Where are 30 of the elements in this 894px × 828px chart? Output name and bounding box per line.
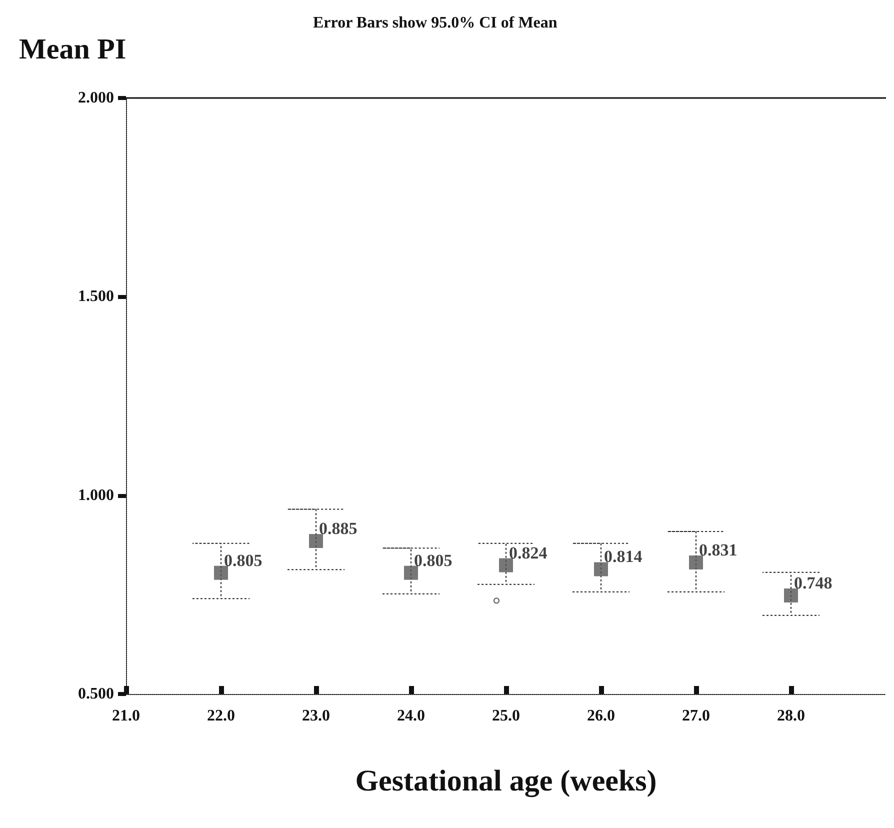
point <box>214 566 228 580</box>
point <box>494 598 500 604</box>
x-tick-label: 28.0 <box>777 708 805 724</box>
point <box>594 562 608 576</box>
y-tick-label: 0.500 <box>78 686 114 702</box>
y-tick-label: 2.000 <box>78 90 114 106</box>
data-label: 0.814 <box>604 547 643 566</box>
x-axis-title: Gestational age (weeks) <box>355 764 657 798</box>
point <box>309 534 323 548</box>
chart-title: Error Bars show 95.0% CI of Mean <box>313 14 558 32</box>
point <box>784 588 798 602</box>
data-label: 0.831 <box>699 540 738 560</box>
y-axis-title: Mean PI <box>19 34 126 66</box>
data-label: 0.805 <box>224 550 262 570</box>
point <box>404 566 418 580</box>
x-tick-label: 25.0 <box>492 708 520 724</box>
point <box>499 558 513 572</box>
point <box>689 555 703 570</box>
x-tick-label: 23.0 <box>302 708 330 724</box>
data-label: 0.748 <box>794 573 832 592</box>
data-label: 0.824 <box>509 543 548 562</box>
x-tick-label: 27.0 <box>682 708 710 724</box>
x-tick-label: 21.0 <box>112 708 140 724</box>
y-tick-label: 1.000 <box>78 486 114 504</box>
x-tick-label: 26.0 <box>587 708 615 724</box>
x-tick-label: 22.0 <box>207 708 235 724</box>
data-label: 0.885 <box>319 519 358 538</box>
y-tick-label: 1.500 <box>78 288 114 306</box>
data-label: 0.805 <box>414 550 452 570</box>
x-tick-label: 24.0 <box>397 708 425 724</box>
